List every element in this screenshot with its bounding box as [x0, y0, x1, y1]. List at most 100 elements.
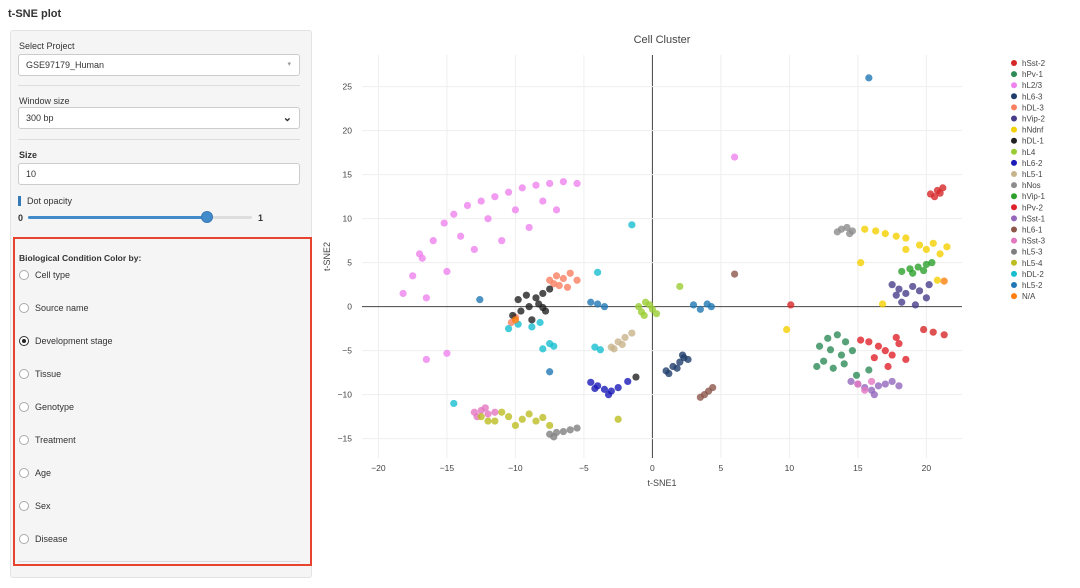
radio-label[interactable]: Development stage: [35, 336, 113, 346]
point: [525, 410, 533, 418]
point: [783, 325, 791, 334]
radio-button[interactable]: [19, 270, 29, 280]
legend-marker: [1011, 60, 1017, 66]
window-size-label: Window size: [19, 96, 70, 106]
point: [610, 345, 618, 353]
point: [604, 391, 613, 399]
point: [854, 380, 862, 388]
point: [532, 294, 540, 302]
point: [848, 347, 857, 355]
point: [929, 239, 937, 247]
radio-label[interactable]: Tissue: [35, 369, 62, 379]
point: [888, 377, 896, 386]
legend-label: hL2/3: [1022, 81, 1043, 90]
point: [824, 334, 832, 342]
legend-label: hL5-1: [1022, 170, 1043, 179]
point: [731, 270, 739, 278]
legend-label: hNos: [1022, 181, 1041, 190]
radio-label[interactable]: Treatment: [35, 435, 76, 445]
point: [511, 421, 520, 430]
radio-button[interactable]: [19, 534, 29, 544]
point: [546, 421, 554, 430]
point: [596, 346, 604, 354]
radio-label[interactable]: Age: [35, 468, 52, 478]
point: [591, 343, 599, 351]
point: [624, 377, 632, 386]
y-tick-label: 5: [347, 258, 352, 268]
point: [939, 184, 947, 192]
point: [940, 277, 948, 285]
x-axis-title: t-SNE1: [647, 478, 676, 488]
y-axis-title: t-SNE2: [322, 242, 332, 271]
point: [463, 201, 472, 210]
point: [522, 291, 530, 299]
point: [498, 237, 506, 245]
point: [892, 291, 900, 299]
point: [865, 74, 873, 82]
radio-label[interactable]: Genotype: [35, 402, 75, 412]
radio-button[interactable]: [19, 369, 29, 379]
point: [684, 355, 692, 364]
point: [573, 179, 581, 188]
point: [600, 303, 609, 311]
radio-button[interactable]: [19, 468, 29, 478]
point: [546, 179, 554, 188]
x-tick-label: 10: [785, 463, 795, 473]
point: [895, 285, 903, 293]
slider-thumb[interactable]: [201, 211, 214, 223]
size-input[interactable]: 10: [18, 163, 300, 185]
point: [813, 362, 821, 371]
radio-label[interactable]: Source name: [35, 303, 89, 313]
legend-label: hSst-1: [1022, 214, 1046, 223]
point: [709, 384, 717, 392]
point: [922, 245, 930, 254]
point: [528, 316, 536, 324]
point: [422, 355, 430, 364]
legend-marker: [1011, 115, 1017, 122]
radio-button[interactable]: [19, 303, 29, 313]
point: [532, 417, 540, 425]
legend-label: hDL-1: [1022, 137, 1044, 146]
radio-label[interactable]: Cell type: [35, 270, 71, 280]
legend-marker: [1011, 137, 1017, 144]
legend-label: hPv-1: [1022, 70, 1043, 79]
legend-label: hVip-2: [1022, 115, 1046, 124]
legend-label: hDL-2: [1022, 270, 1044, 279]
legend-marker: [1011, 82, 1017, 89]
legend-label: hL4: [1022, 148, 1036, 157]
radio-label[interactable]: Disease: [35, 534, 68, 544]
point: [550, 433, 558, 441]
legend-marker: [1011, 270, 1017, 277]
point: [865, 338, 873, 346]
project-select[interactable]: GSE97179_Human ▾: [18, 54, 300, 76]
legend-marker: [1011, 237, 1017, 244]
radio-button[interactable]: [19, 501, 29, 511]
point: [504, 413, 513, 421]
point: [931, 193, 939, 201]
radio-button[interactable]: [19, 402, 29, 412]
point: [491, 408, 499, 416]
point: [539, 197, 547, 205]
window-size-select[interactable]: 300 bp ⌄: [18, 107, 300, 129]
point: [511, 206, 520, 214]
radio-label[interactable]: Sex: [35, 501, 51, 511]
chart-title: Cell Cluster: [634, 34, 691, 46]
legend-label: hDL-3: [1022, 103, 1044, 112]
point: [902, 245, 910, 254]
point: [528, 323, 536, 331]
point: [587, 378, 595, 386]
radio-button[interactable]: [19, 336, 29, 346]
y-tick-label: −10: [338, 390, 353, 400]
radio-button[interactable]: [19, 435, 29, 445]
point: [525, 303, 533, 311]
point: [552, 272, 561, 280]
point: [909, 269, 917, 277]
x-tick-label: 0: [650, 463, 655, 473]
legend-label: hL6-3: [1022, 92, 1043, 101]
point: [491, 417, 499, 425]
point: [550, 280, 558, 288]
point: [470, 245, 478, 254]
legend-label: hL5-2: [1022, 281, 1043, 290]
point: [415, 250, 424, 258]
legend-marker: [1011, 93, 1017, 100]
